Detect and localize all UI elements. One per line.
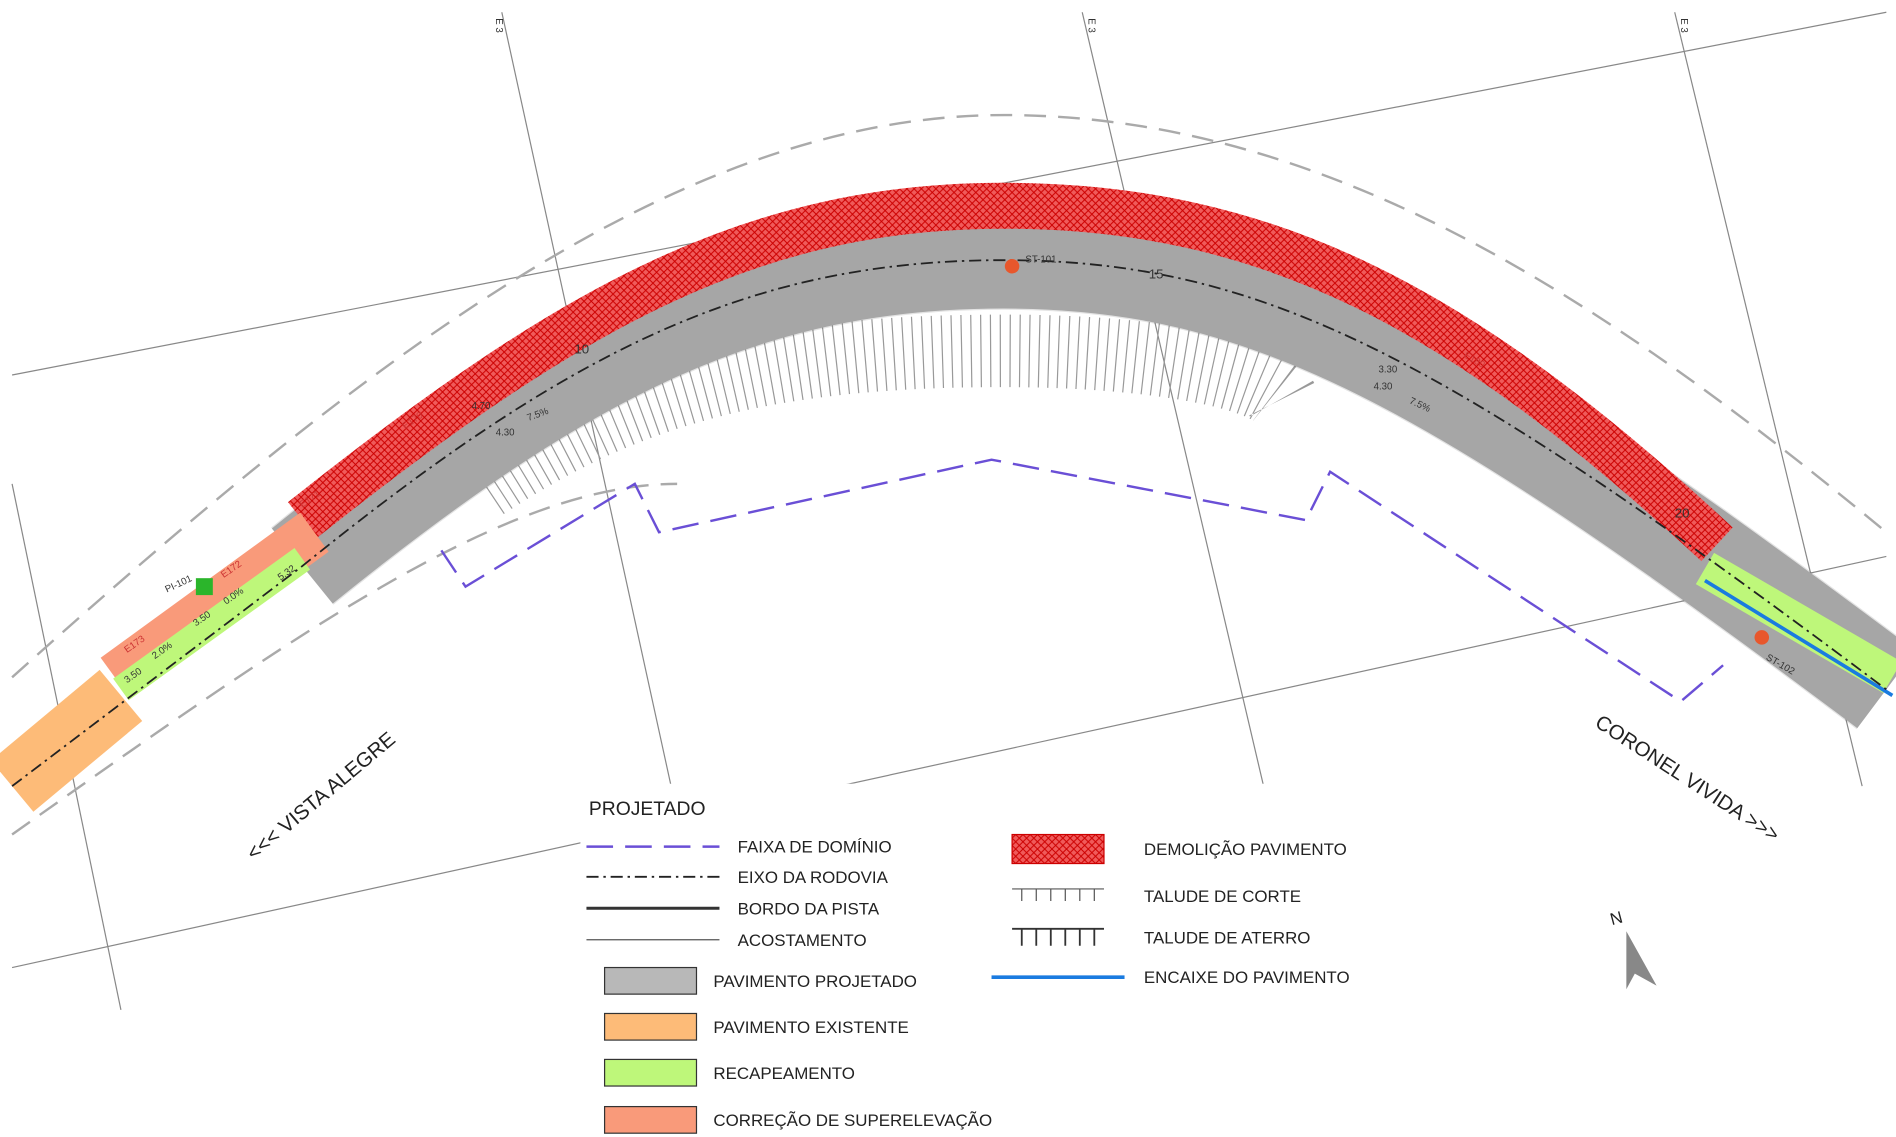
road-axis	[11, 259, 1887, 787]
pavement-edge	[271, 210, 1896, 730]
legend-label: DEMOLIÇÃO PAVIMENTO	[1144, 839, 1347, 859]
cut-slope	[463, 314, 1315, 515]
point	[1754, 630, 1770, 645]
right-of-way	[440, 458, 1724, 704]
legend-label: RECAPEAMENTO	[713, 1064, 855, 1083]
dimension: 3.30	[1378, 365, 1397, 376]
legend-label: PAVIMENTO PROJETADO	[713, 972, 917, 991]
legend-label: TALUDE DE ATERRO	[1144, 928, 1311, 947]
demolition	[287, 182, 1733, 562]
legend-label: CORREÇÃO DE SUPERELEVAÇÃO	[713, 1110, 992, 1130]
direction: <<< VISTA ALEGRE	[242, 728, 400, 865]
dimension: 4.70	[472, 401, 491, 412]
grid-label: E 3	[1085, 18, 1096, 33]
point-label: ST-101	[1025, 255, 1056, 266]
north-arrow	[1626, 931, 1657, 990]
grid-label: E 3	[493, 18, 504, 32]
station: 15	[1149, 266, 1164, 281]
pavement-fit	[1704, 579, 1894, 698]
point	[1004, 258, 1020, 274]
legend-label: ENCAIXE DO PAVIMENTO	[1144, 968, 1350, 987]
grid-label: E 3	[1678, 18, 1689, 33]
offset-curves	[11, 113, 1888, 836]
dimension: 4.30	[496, 427, 515, 438]
legend-label: ACOSTAMENTO	[738, 931, 867, 950]
projected-pavement	[271, 211, 1896, 729]
point-label: PI-101	[163, 573, 193, 595]
point	[195, 578, 213, 596]
existing-pavement	[0, 669, 143, 812]
dimension: 4.30	[1374, 382, 1393, 393]
legend-label: BORDO DA PISTA	[738, 899, 880, 918]
north-label: N	[1608, 908, 1625, 930]
direction: CORONEL VIVIDA >>>	[1591, 711, 1783, 847]
resurfacing	[1695, 552, 1896, 694]
legend-label: PAVIMENTO EXISTENTE	[713, 1018, 908, 1037]
legend-label: EIXO DA RODOVIA	[738, 868, 889, 887]
station: 10	[574, 341, 589, 356]
superelevation	[100, 512, 329, 697]
station: 20	[1675, 506, 1690, 521]
legend: PROJETADO FAIXA DE DOMÍNIO EIXO DA RODOV…	[580, 783, 1427, 1135]
legend-title: PROJETADO	[589, 798, 706, 820]
resurfacing	[113, 548, 311, 701]
legend-label: TALUDE DE CORTE	[1144, 887, 1301, 906]
legend-label: FAIXA DE DOMÍNIO	[738, 838, 892, 857]
